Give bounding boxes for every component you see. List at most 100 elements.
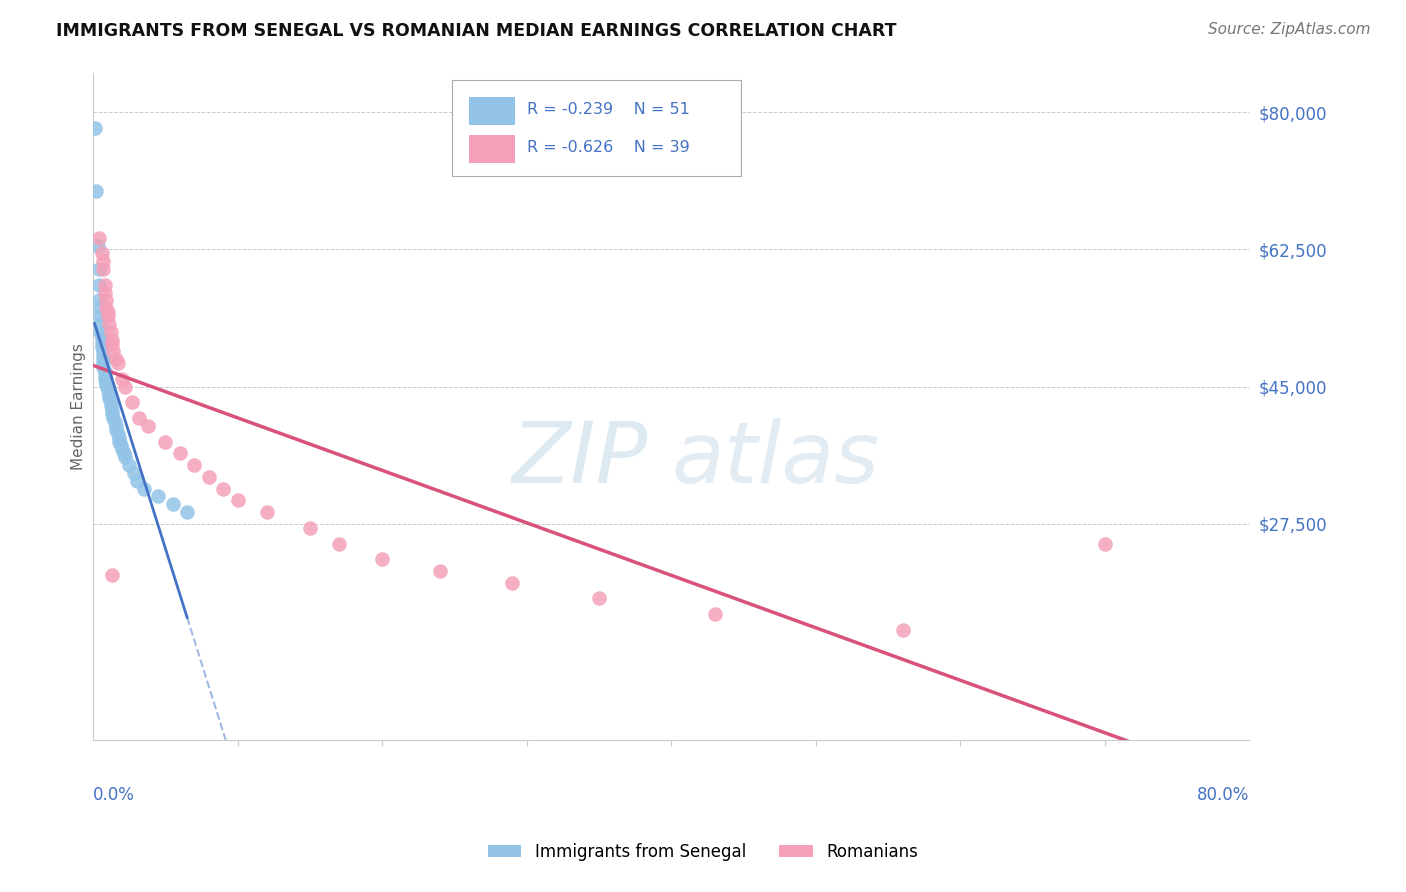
Point [100, 395, 122, 409]
Point [128, 411, 150, 425]
Point [104, 415, 127, 429]
Point [101, 403, 124, 417]
Point [162, 497, 184, 511]
Point [87, 293, 110, 308]
Point [226, 493, 249, 508]
Point [98, 387, 121, 401]
Point [183, 458, 205, 472]
Point [125, 474, 148, 488]
Text: Source: ZipAtlas.com: Source: ZipAtlas.com [1208, 22, 1371, 37]
Point [98, 317, 121, 331]
Point [176, 505, 198, 519]
Point [107, 356, 129, 370]
Point [91, 356, 114, 370]
Point [101, 407, 124, 421]
Point [136, 418, 159, 433]
Y-axis label: Median Earnings: Median Earnings [72, 343, 86, 470]
Point [93, 364, 115, 378]
Point [89, 317, 111, 331]
Point [93, 368, 115, 382]
Point [90, 246, 112, 260]
Point [98, 392, 121, 406]
Text: R = -0.626    N = 39: R = -0.626 N = 39 [527, 140, 689, 155]
Point [111, 442, 134, 457]
Point [114, 379, 136, 393]
Point [105, 423, 128, 437]
Point [103, 411, 125, 425]
Point [103, 344, 125, 359]
Point [91, 352, 114, 367]
Point [198, 470, 221, 484]
Text: ZIP: ZIP [512, 418, 648, 501]
Point [89, 309, 111, 323]
Point [891, 623, 914, 637]
Point [97, 309, 120, 323]
Point [96, 373, 118, 387]
Point [105, 352, 128, 367]
Point [101, 333, 124, 347]
Point [212, 482, 235, 496]
Text: IMMIGRANTS FROM SENEGAL VS ROMANIAN MEDIAN EARNINGS CORRELATION CHART: IMMIGRANTS FROM SENEGAL VS ROMANIAN MEDI… [56, 22, 897, 40]
Point [91, 254, 114, 268]
Point [112, 446, 135, 460]
Point [256, 505, 278, 519]
Point [108, 434, 131, 449]
Point [97, 384, 120, 398]
Point [100, 325, 122, 339]
Point [1094, 536, 1116, 550]
Point [110, 438, 132, 452]
Point [91, 348, 114, 362]
Text: R = -0.239    N = 51: R = -0.239 N = 51 [527, 103, 689, 117]
Point [501, 575, 523, 590]
Point [114, 450, 136, 465]
Point [96, 376, 118, 390]
FancyBboxPatch shape [470, 97, 515, 125]
Point [588, 591, 610, 606]
Point [101, 567, 124, 582]
Point [132, 482, 155, 496]
Point [93, 277, 115, 292]
Point [111, 372, 134, 386]
Point [96, 293, 118, 308]
Point [155, 434, 177, 449]
Point [90, 333, 112, 347]
Point [86, 238, 108, 252]
Point [429, 564, 451, 578]
FancyBboxPatch shape [470, 135, 515, 163]
Point [90, 341, 112, 355]
Point [87, 230, 110, 244]
Legend: Immigrants from Senegal, Romanians: Immigrants from Senegal, Romanians [481, 837, 925, 868]
Point [107, 426, 129, 441]
Point [148, 490, 170, 504]
Point [108, 431, 131, 445]
Point [371, 552, 394, 566]
Point [90, 328, 112, 343]
Point [101, 336, 124, 351]
Point [87, 277, 110, 292]
Point [90, 336, 112, 351]
Point [83, 120, 105, 135]
Point [703, 607, 725, 621]
Point [89, 301, 111, 316]
Point [105, 418, 128, 433]
Point [122, 466, 145, 480]
Text: atlas: atlas [671, 418, 879, 501]
Point [328, 536, 350, 550]
Point [84, 184, 107, 198]
Point [97, 305, 120, 319]
Point [96, 301, 118, 316]
Text: 0.0%: 0.0% [93, 786, 135, 805]
Point [169, 446, 191, 460]
Point [89, 325, 111, 339]
Point [91, 360, 114, 375]
Point [121, 395, 143, 409]
Point [118, 458, 141, 472]
Point [87, 262, 110, 277]
Point [91, 262, 114, 277]
Point [91, 344, 114, 359]
Point [93, 372, 115, 386]
Point [93, 285, 115, 300]
Point [298, 521, 321, 535]
Point [96, 378, 118, 392]
FancyBboxPatch shape [451, 79, 741, 177]
